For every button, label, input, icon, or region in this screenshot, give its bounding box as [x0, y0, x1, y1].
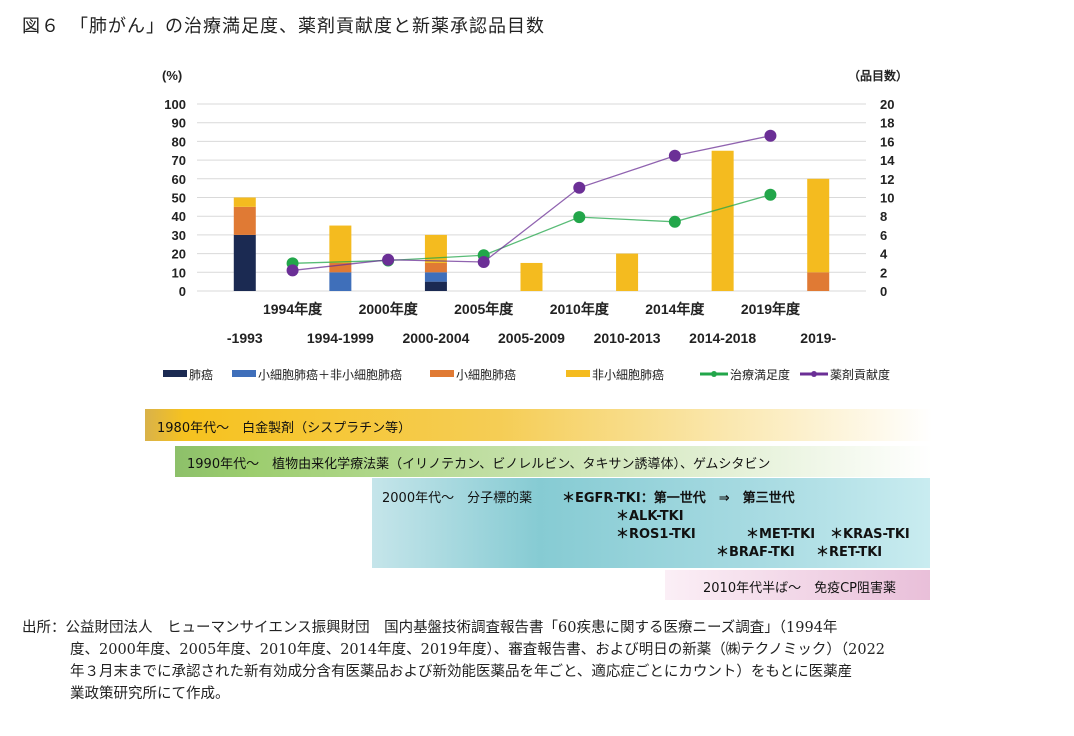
- band-met: ＊MET-TKI: [746, 527, 816, 542]
- right-tick-label: 8: [880, 209, 887, 224]
- left-tick-label: 80: [172, 134, 186, 149]
- line-2-point: [286, 264, 299, 277]
- band-head: 2000年代～ 分子標的薬: [382, 491, 533, 506]
- category-label: 2010-2013: [594, 330, 661, 346]
- bar-4: [233, 197, 256, 207]
- legend-label: 非小細胞肺癌: [592, 367, 664, 382]
- category-label: 2019-: [800, 330, 836, 346]
- survey-year-label: 2005年度: [454, 301, 514, 317]
- line-2-point: [477, 256, 490, 269]
- bar-3: [424, 262, 447, 273]
- bar-2: [329, 272, 352, 291]
- bar-1: [424, 281, 447, 291]
- right-tick-label: 2: [880, 265, 887, 280]
- legend-label: 薬剤貢献度: [830, 367, 890, 382]
- right-tick-label: 4: [880, 247, 888, 262]
- legend-label: 肺癌: [189, 367, 213, 382]
- line-1-point: [573, 211, 586, 224]
- legend-label: 小細胞肺癌＋非小細胞肺癌: [258, 367, 402, 382]
- source-line: 度、2000年度、2005年度、2010年度、2014年度、2019年度）、審査…: [70, 642, 886, 658]
- left-tick-label: 60: [172, 172, 186, 187]
- legend-label: 治療満足度: [730, 367, 790, 382]
- line-2: [292, 135, 771, 272]
- left-tick-label: 10: [172, 265, 186, 280]
- bar-4: [711, 150, 734, 291]
- source-line: 出所：公益財団法人 ヒューマンサイエンス振興財団 国内基盤技術調査報告書「60疾…: [22, 620, 838, 636]
- category-label: -1993: [227, 330, 263, 346]
- band-braf: ＊BRAF-TKI: [716, 545, 795, 560]
- band-alk: ＊ALK-TKI: [616, 509, 684, 524]
- band-egfr: ＊EGFR-TKI：第一世代 ⇒ 第三世代: [562, 491, 795, 506]
- bar-3: [329, 262, 352, 273]
- bar-2: [424, 272, 447, 282]
- survey-year-label: 2014年度: [645, 301, 705, 317]
- line-2-point: [573, 181, 586, 194]
- right-tick-label: 16: [880, 134, 894, 149]
- bar-4: [616, 253, 639, 291]
- bar-3: [233, 206, 256, 235]
- right-tick-label: 20: [880, 97, 894, 112]
- legend-marker: [811, 371, 817, 377]
- left-tick-label: 20: [172, 247, 186, 262]
- category-label: 2005-2009: [498, 330, 565, 346]
- era-band-1980s: 1980年代～ 白金製剤（シスプラチン等）: [145, 409, 932, 441]
- right-tick-label: 18: [880, 116, 894, 131]
- band-kras: ＊KRAS-TKI: [830, 527, 910, 542]
- category-label: 2000-2004: [402, 330, 469, 346]
- survey-year-label: 2019年度: [741, 301, 801, 317]
- left-tick-label: 70: [172, 153, 186, 168]
- legend-label: 小細胞肺癌: [456, 367, 516, 382]
- bar-4: [329, 225, 352, 263]
- bar-4: [424, 234, 447, 263]
- right-tick-label: 10: [880, 191, 894, 206]
- era-band-2010s: 2010年代半ば～ 免疫CP阻害薬: [665, 570, 930, 600]
- figure-title: 図６ 「肺がん」の治療満足度、薬剤貢献度と新薬承認品目数: [22, 16, 545, 37]
- bar-3: [807, 272, 830, 291]
- band-ret: ＊RET-TKI: [816, 545, 883, 560]
- legend-marker: [711, 371, 717, 377]
- source-line: 業政策研究所にて作成。: [70, 686, 230, 702]
- left-tick-label: 30: [172, 228, 186, 243]
- left-tick-label: 90: [172, 116, 186, 131]
- survey-year-label: 1994年度: [263, 301, 323, 317]
- bar-1: [233, 234, 256, 291]
- left-axis-label: (%): [162, 68, 182, 83]
- line-2-point: [382, 253, 395, 266]
- line-1-point: [764, 188, 777, 201]
- legend-swatch: [163, 370, 187, 377]
- left-tick-label: 40: [172, 209, 186, 224]
- left-tick-label: 100: [164, 97, 186, 112]
- line-2-point: [668, 149, 681, 162]
- source-line: 年３月末までに承認された新有効成分含有医薬品および新効能医薬品を年ごと、適応症ご…: [70, 664, 853, 680]
- era-band-2000s: 2000年代～ 分子標的薬 ＊EGFR-TKI：第一世代 ⇒ 第三世代 ＊ALK…: [372, 478, 930, 568]
- chart: 0 10 20 30 40 50 60 70 80 90 100 0 2 4 6 8 10 12 14 16 18 20 (…: [162, 68, 908, 382]
- right-tick-label: 6: [880, 228, 887, 243]
- line-2-point: [764, 129, 777, 142]
- bar-4: [807, 178, 830, 273]
- category-label: 2014-2018: [689, 330, 756, 346]
- right-tick-label: 12: [880, 172, 894, 187]
- category-label: 1994-1999: [307, 330, 374, 346]
- right-axis-label: （品目数）: [848, 68, 908, 83]
- right-tick-label: 14: [880, 153, 895, 168]
- legend-swatch: [232, 370, 256, 377]
- survey-year-label: 2000年度: [359, 301, 419, 317]
- bar-4: [520, 262, 543, 291]
- band-ros1: ＊ROS1-TKI: [616, 527, 696, 542]
- left-tick-label: 50: [172, 191, 186, 206]
- era-band-1990s: 1990年代～ 植物由来化学療法薬（イリノテカン、ビノレルビン、タキサン誘導体）…: [175, 446, 932, 477]
- line-1-point: [668, 215, 681, 228]
- source-note: 出所：公益財団法人 ヒューマンサイエンス振興財団 国内基盤技術調査報告書「60疾…: [22, 617, 885, 705]
- legend-swatch: [430, 370, 454, 377]
- legend-swatch: [566, 370, 590, 377]
- right-tick-label: 0: [880, 284, 887, 299]
- left-tick-label: 0: [179, 284, 186, 299]
- line-1: [292, 194, 771, 264]
- survey-year-label: 2010年度: [550, 301, 610, 317]
